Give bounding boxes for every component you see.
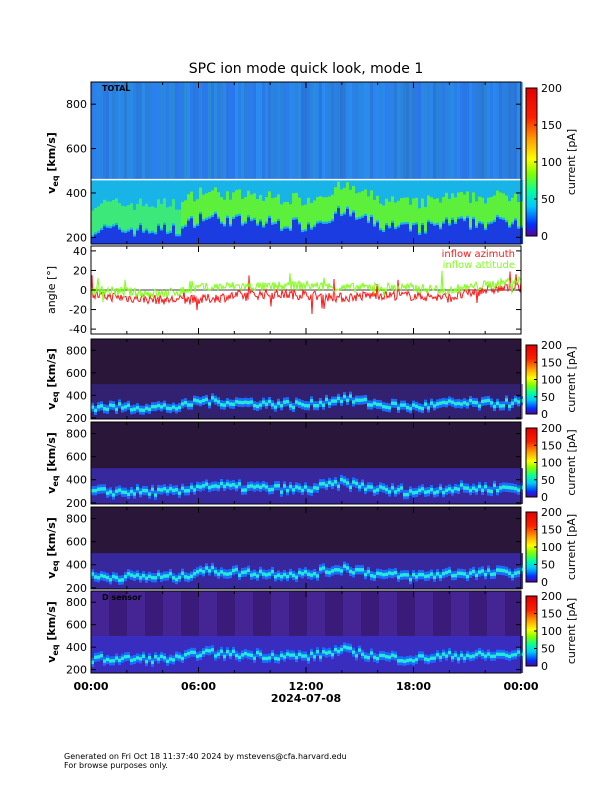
panel-label: D sensor xyxy=(102,593,142,602)
series-line-inflow-azimuth xyxy=(90,271,522,315)
panel-1: TOTAL 0 50 100 150 200 current [pA] veq [km/s] 2… xyxy=(45,81,578,245)
colorbar-tick-label: 200 xyxy=(541,339,562,352)
y-tick-label: 800 xyxy=(66,596,87,609)
series-line-inflow-attitude xyxy=(90,270,522,303)
footer-disclaimer: For browse purposes only. xyxy=(64,761,168,770)
colorbar-tick-label: 100 xyxy=(541,457,562,470)
colorbar-tick-label: 50 xyxy=(541,391,555,404)
spectrogram-columns xyxy=(91,591,523,673)
colorbar-tick-label: 0 xyxy=(541,491,548,504)
panel-label: TOTAL xyxy=(102,84,130,93)
y-tick-label: 800 xyxy=(66,98,87,111)
y-tick-label: 400 xyxy=(66,641,87,654)
y-tick-label: 600 xyxy=(66,536,87,549)
colorbar-tick-label: 0 xyxy=(541,576,548,589)
date-label: 2024-07-08 xyxy=(271,692,341,705)
colorbar-tick-label: 0 xyxy=(541,660,548,673)
time-axis: 00:00 06:00 12:00 18:00 00:00 xyxy=(73,680,538,693)
y-tick-label: 200 xyxy=(66,582,87,595)
colorbar-tick-label: 100 xyxy=(541,374,562,387)
y-tick-label: 800 xyxy=(66,513,87,526)
y-tick-label: -20 xyxy=(69,304,87,317)
spectrogram-columns xyxy=(91,553,523,589)
y-tick-label: 800 xyxy=(66,344,87,357)
colorbar-tick-label: 100 xyxy=(541,156,562,169)
y-tick-label: 800 xyxy=(66,428,87,441)
y-axis-label: veq [km/s] xyxy=(45,348,60,410)
colorbar-tick-label: 50 xyxy=(541,559,555,572)
colorbar-tick-label: 150 xyxy=(541,524,562,537)
x-tick-label: 18:00 xyxy=(396,680,431,693)
y-tick-label: 600 xyxy=(66,367,87,380)
y-tick-label: 200 xyxy=(66,231,87,244)
x-tick-label: 00:00 xyxy=(73,680,108,693)
colorbar-tick-label: 200 xyxy=(541,590,562,603)
colorbar-tick-label: 100 xyxy=(541,625,562,638)
y-tick-label: 200 xyxy=(66,412,87,425)
y-axis-label: veq [km/s] xyxy=(45,432,60,494)
colorbar-tick-label: 50 xyxy=(541,643,555,656)
colorbar-tick-label: 100 xyxy=(541,541,562,554)
colorbar-label: current [pA] xyxy=(565,129,578,195)
colorbar-tick-label: 150 xyxy=(541,439,562,452)
x-tick-label: 06:00 xyxy=(181,680,216,693)
colorbar-label: current [pA] xyxy=(565,598,578,664)
x-tick-label: 12:00 xyxy=(288,680,323,693)
colorbar-tick-label: 50 xyxy=(541,474,555,487)
colorbar-tick-label: 0 xyxy=(541,230,548,243)
y-tick-label: 400 xyxy=(66,389,87,402)
y-tick-label: -40 xyxy=(69,323,87,336)
colorbar-tick-label: 200 xyxy=(541,506,562,519)
legend-inflow-azimuth: inflow azimuth xyxy=(442,249,515,260)
colorbar-tick-label: 150 xyxy=(541,356,562,369)
y-tick-label: 400 xyxy=(66,187,87,200)
y-tick-label: 200 xyxy=(66,497,87,510)
y-tick-label: 600 xyxy=(66,451,87,464)
colorbar-tick-label: 50 xyxy=(541,193,555,206)
colorbar: 0 50 100 150 200 current [pA] xyxy=(525,82,578,243)
y-tick-label: 200 xyxy=(66,664,87,677)
colorbar-tick-label: 150 xyxy=(541,608,562,621)
footer: Generated on Fri Oct 18 11:37:40 2024 by… xyxy=(64,752,347,770)
colorbar-tick-label: 200 xyxy=(541,422,562,435)
colorbar-label: current [pA] xyxy=(565,346,578,412)
y-tick-label: 600 xyxy=(66,619,87,632)
spectrogram-columns xyxy=(91,384,523,419)
y-tick-label: 600 xyxy=(66,143,87,156)
y-axis-label: veq [km/s] xyxy=(45,132,60,194)
colorbar-tick-label: 150 xyxy=(541,119,562,132)
footer-generated-line: Generated on Fri Oct 18 11:37:40 2024 by… xyxy=(64,752,347,761)
colorbar-label: current [pA] xyxy=(565,429,578,495)
colorbar-tick-label: 0 xyxy=(541,408,548,421)
spectrogram-columns xyxy=(91,468,523,504)
x-tick-label: 00:00 xyxy=(503,680,538,693)
y-tick-label: 400 xyxy=(66,559,87,572)
figure-title: SPC ion mode quick look, mode 1 xyxy=(189,61,423,77)
legend-inflow-attitude: inflow attitude xyxy=(443,260,515,271)
spectrogram-columns xyxy=(91,82,523,244)
y-axis-label: angle [°] xyxy=(45,266,58,314)
colorbar-label: current [pA] xyxy=(565,514,578,580)
y-axis-label: veq [km/s] xyxy=(45,601,60,663)
y-axis-label: veq [km/s] xyxy=(45,517,60,579)
y-tick-label: 400 xyxy=(66,474,87,487)
y-tick-label: 20 xyxy=(73,264,87,277)
y-tick-label: 40 xyxy=(73,245,87,258)
colorbar-tick-label: 200 xyxy=(541,82,562,95)
y-tick-label: 0 xyxy=(80,284,87,297)
